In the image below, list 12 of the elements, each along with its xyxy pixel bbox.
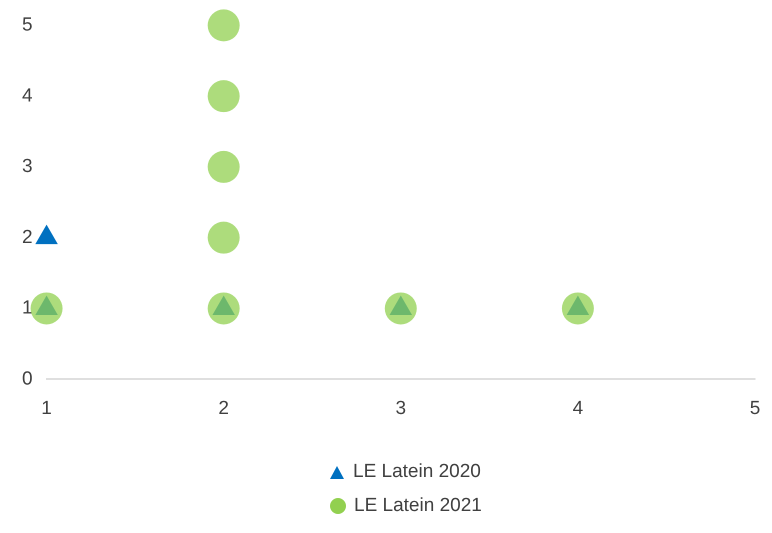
x-tick-label: 3 bbox=[395, 398, 406, 419]
y-tick-label: 2 bbox=[22, 226, 33, 248]
x-tick-label: 4 bbox=[572, 398, 584, 419]
y-tick-label: 4 bbox=[22, 85, 33, 106]
y-tick-label: 0 bbox=[22, 368, 33, 390]
x-tick-label: 1 bbox=[41, 398, 52, 419]
legend-label: LE Latein 2021 bbox=[354, 495, 482, 517]
x-tick-label: 5 bbox=[750, 398, 760, 419]
legend-label: LE Latein 2020 bbox=[353, 461, 481, 483]
y-tick-label: 5 bbox=[22, 14, 33, 36]
y-tick-label: 3 bbox=[22, 156, 33, 178]
x-tick-label: 2 bbox=[218, 398, 229, 419]
